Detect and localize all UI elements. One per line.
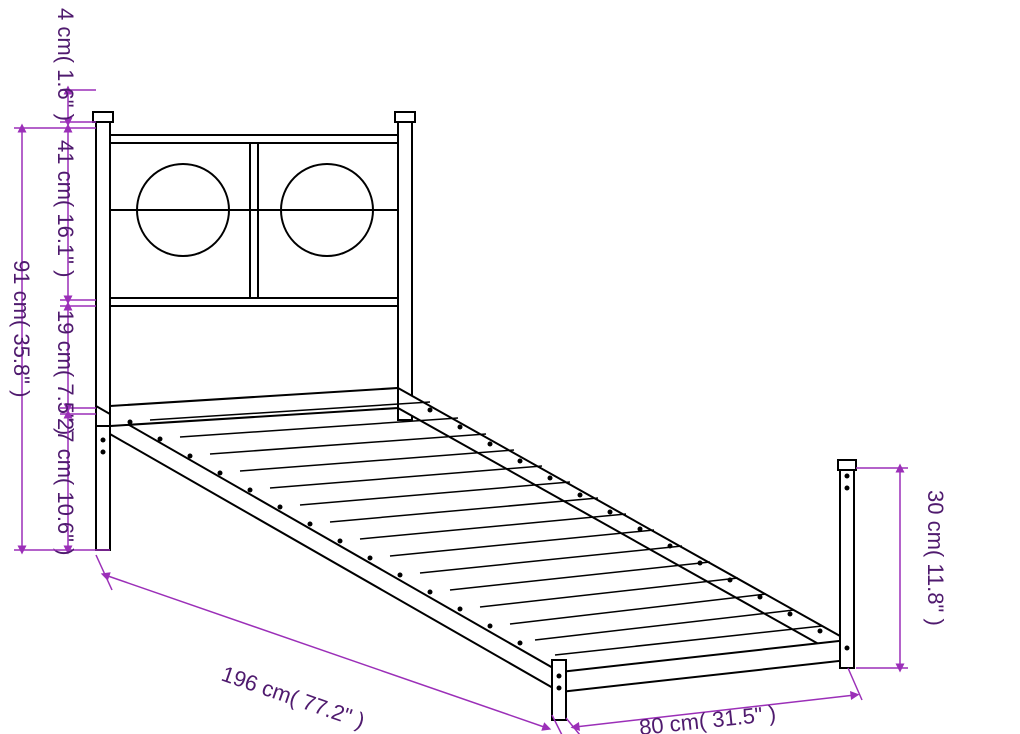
dim-headboard-h-label: 41 cm( 16.1" ): [53, 140, 78, 277]
dim-foot-h: 30 cm( 11.8" ): [856, 468, 948, 668]
dim-gap-h: 19 cm( 7.5" ): [53, 306, 96, 435]
dim-headboard-h: 41 cm( 16.1" ): [53, 128, 96, 300]
dim-width-label: 80 cm( 31.5" ): [638, 701, 777, 734]
dim-foot-h-label: 30 cm( 11.8" ): [923, 490, 948, 626]
dim-top-cap-label: 4 cm( 1.6" ): [53, 8, 78, 121]
bed-frame: [93, 112, 856, 720]
dim-top-cap: 4 cm( 1.6" ): [53, 8, 96, 122]
dim-leg-h-label: 27 cm( 10.6" ): [53, 418, 78, 555]
dim-total-h: 91 cm( 35.8" ): [9, 128, 60, 550]
dim-length-label: 196 cm( 77.2" ): [218, 661, 368, 733]
dim-total-h-label: 91 cm( 35.8" ): [9, 260, 34, 397]
bed-frame-diagram: 4 cm( 1.6" ) 41 cm( 16.1" ) 19 cm( 7.5" …: [0, 0, 1020, 734]
dim-gap-h-label: 19 cm( 7.5" ): [53, 310, 78, 435]
